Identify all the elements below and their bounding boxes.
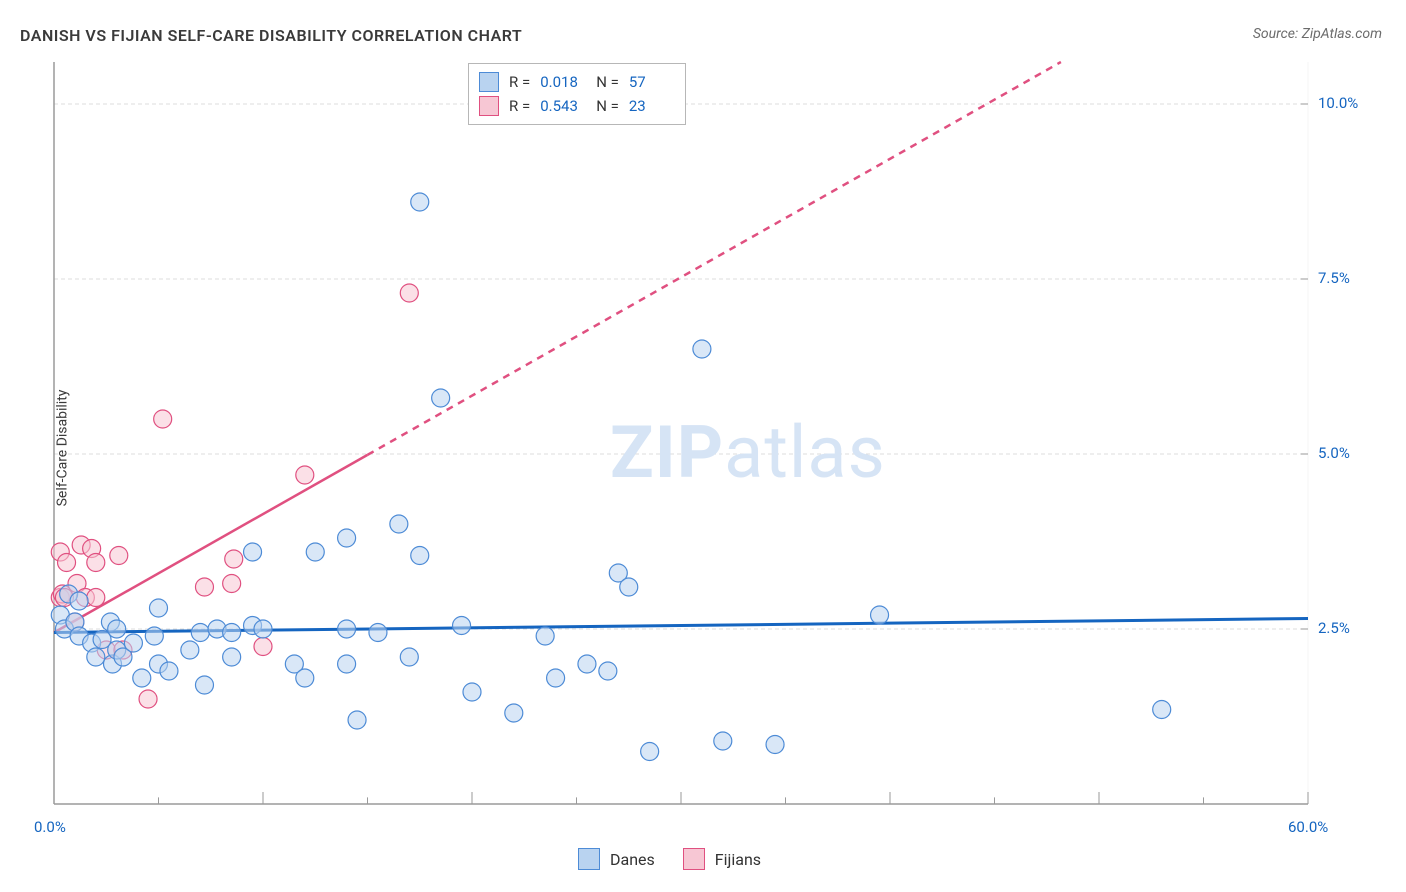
legend-item: Fijians [683,848,761,870]
x-tick-label: 60.0% [1288,818,1328,836]
stat-r-value: 0.543 [540,94,586,118]
y-tick-label: 2.5% [1318,619,1350,637]
stat-r-eq: R = [509,94,530,118]
scatter-plot [48,58,1368,828]
x-tick-label: 0.0% [34,818,66,836]
stat-n-eq: N = [596,94,619,118]
chart-title: DANISH VS FIJIAN SELF-CARE DISABILITY CO… [20,26,522,45]
legend-label: Danes [610,850,655,869]
swatch-icon [479,72,499,92]
stats-row: R = 0.018 N = 57 [479,70,675,94]
swatch-icon [578,848,600,870]
y-tick-label: 7.5% [1318,269,1350,287]
stats-box: R = 0.018 N = 57R = 0.543 N = 23 [468,63,686,125]
stat-n-value: 23 [629,94,675,118]
stats-row: R = 0.543 N = 23 [479,94,675,118]
stat-r-value: 0.018 [540,70,586,94]
swatch-icon [683,848,705,870]
y-tick-label: 5.0% [1318,444,1350,462]
swatch-icon [479,96,499,116]
stat-r-eq: R = [509,70,530,94]
legend-label: Fijians [715,850,761,869]
stat-n-eq: N = [596,70,619,94]
y-tick-label: 10.0% [1318,94,1358,112]
source-label: Source: ZipAtlas.com [1253,26,1382,42]
legend-item: Danes [578,848,655,870]
bottom-legend: Danes Fijians [578,848,761,870]
stat-n-value: 57 [629,70,675,94]
